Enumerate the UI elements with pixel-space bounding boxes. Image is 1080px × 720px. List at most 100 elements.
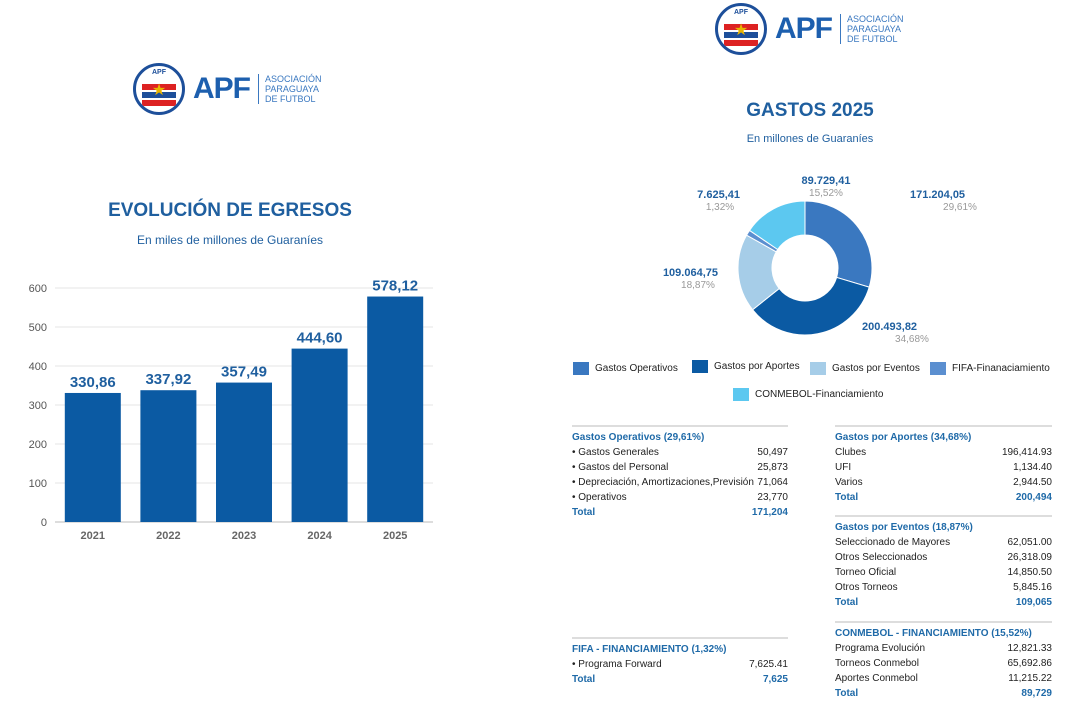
x-tick-label: 2021 xyxy=(81,530,105,542)
donut-slice xyxy=(804,200,873,288)
y-tick-label: 0 xyxy=(41,517,47,529)
table-total: Total 200,494 xyxy=(835,490,1052,505)
legend-swatch xyxy=(692,360,708,373)
row-label: UFI xyxy=(835,462,852,473)
table-title: CONMEBOL - FINANCIAMIENTO (15,52%) xyxy=(835,621,1052,639)
row-label: • Depreciación, Amortizaciones,Previsión xyxy=(572,477,754,488)
row-label: Torneo Oficial xyxy=(835,567,897,578)
total-value: 89,729 xyxy=(1021,688,1052,699)
y-tick-label: 200 xyxy=(29,439,47,451)
legend-label: Gastos por Eventos xyxy=(832,363,920,374)
total-label: Total xyxy=(835,688,859,699)
donut-slice xyxy=(751,276,870,336)
bar xyxy=(64,392,121,522)
x-tick-label: 2024 xyxy=(307,530,332,542)
legend-swatch xyxy=(810,362,826,375)
row-value: 50,497 xyxy=(757,447,788,458)
row-label: • Operativos xyxy=(572,492,627,503)
x-tick-label: 2023 xyxy=(232,530,256,542)
logo-sub: ASOCIACIÓN PARAGUAYA DE FUTBOL xyxy=(840,14,904,44)
apf-logo-left: APF ★ APF ASOCIACIÓN PARAGUAYA DE FUTBOL xyxy=(133,63,322,115)
row-value: 62,051.00 xyxy=(1007,537,1053,548)
table-row: Varios 2,944.50 xyxy=(835,475,1052,490)
slice-percent-label: 29,61% xyxy=(943,202,977,213)
logo-name: APF xyxy=(775,12,833,45)
bar xyxy=(216,382,272,522)
table-row: • Gastos Generales 50,497 xyxy=(572,445,788,460)
apf-seal-icon: APF ★ xyxy=(715,3,767,55)
legend-item: Gastos Operativos xyxy=(573,362,678,375)
legend-item: Gastos por Eventos xyxy=(810,362,920,375)
row-value: 2,944.50 xyxy=(1013,477,1052,488)
table-title: Gastos por Aportes (34,68%) xyxy=(835,425,1052,443)
table-total: Total 7,625 xyxy=(572,672,788,687)
slice-value-label: 200.493,82 xyxy=(862,321,917,333)
table-fifa: FIFA - FINANCIAMIENTO (1,32%) • Programa … xyxy=(572,637,788,687)
table-total: Total 109,065 xyxy=(835,595,1052,610)
y-tick-label: 600 xyxy=(29,283,47,295)
row-label: Varios xyxy=(835,477,863,488)
slice-percent-label: 34,68% xyxy=(895,334,929,345)
row-value: 25,873 xyxy=(757,462,788,473)
legend-swatch xyxy=(733,388,749,401)
row-label: • Gastos Generales xyxy=(572,447,659,458)
row-value: 1,134.40 xyxy=(1013,462,1052,473)
table-row: • Depreciación, Amortizaciones,Previsión… xyxy=(572,475,788,490)
row-label: • Gastos del Personal xyxy=(572,462,669,473)
legend-label: CONMEBOL-Financiamiento xyxy=(755,389,884,400)
row-label: Otros Seleccionados xyxy=(835,552,928,563)
total-label: Total xyxy=(835,597,859,608)
x-tick-label: 2022 xyxy=(156,530,180,542)
bar-value-label: 444,60 xyxy=(297,330,343,347)
table-row: UFI 1,134.40 xyxy=(835,460,1052,475)
apf-logo-right: APF ★ APF ASOCIACIÓN PARAGUAYA DE FUTBOL xyxy=(715,3,904,55)
bar xyxy=(291,348,348,522)
row-value: 26,318.09 xyxy=(1007,552,1053,563)
slice-value-label: 7.625,41 xyxy=(697,189,740,201)
slice-percent-label: 1,32% xyxy=(706,202,734,213)
row-value: 12,821.33 xyxy=(1007,643,1053,654)
total-label: Total xyxy=(572,507,596,518)
bar-value-label: 357,49 xyxy=(221,364,267,381)
table-row: Clubes 196,414.93 xyxy=(835,445,1052,460)
row-value: 11,215.22 xyxy=(1008,673,1052,684)
x-tick-label: 2025 xyxy=(383,530,407,542)
pie-chart-subtitle: En millones de Guaraníes xyxy=(746,133,874,145)
table-title: Gastos por Eventos (18,87%) xyxy=(835,515,1052,533)
slice-percent-label: 15,52% xyxy=(809,188,843,199)
row-label: Torneos Conmebol xyxy=(835,658,919,669)
table-row: Torneos Conmebol 65,692.86 xyxy=(835,656,1052,671)
table-title: FIFA - FINANCIAMIENTO (1,32%) xyxy=(572,637,788,655)
logo-name: APF xyxy=(193,72,251,105)
row-value: 14,850.50 xyxy=(1007,567,1053,578)
bar xyxy=(367,296,424,522)
table-aportes: Gastos por Aportes (34,68%) Clubes 196,414… xyxy=(835,425,1052,505)
y-tick-label: 100 xyxy=(29,478,47,490)
slice-value-label: 171.204,05 xyxy=(910,189,965,201)
table-row: • Programa Forward 7,625.41 xyxy=(572,657,788,672)
row-value: 23,770 xyxy=(757,492,788,503)
bar-chart: 0 100 200 300 400 500 600 330,86 2021 337,92 2022 3… xyxy=(29,278,433,542)
row-value: 5,845.16 xyxy=(1013,582,1052,593)
row-label: Otros Torneos xyxy=(835,582,898,593)
row-value: 196,414.93 xyxy=(1001,447,1052,458)
table-total: Total 89,729 xyxy=(835,686,1052,701)
legend-item: FIFA-Finanaciamiento xyxy=(930,362,1050,375)
logo-sub: ASOCIACIÓN PARAGUAYA DE FUTBOL xyxy=(258,74,322,104)
row-label: Aportes Conmebol xyxy=(835,673,918,684)
bar-value-label: 578,12 xyxy=(372,278,418,295)
total-value: 171,204 xyxy=(751,507,788,518)
table-gastos-operativos: Gastos Operativos (29,61%) • Gastos Gener… xyxy=(572,425,788,520)
table-conmebol: CONMEBOL - FINANCIAMIENTO (15,52%) Progra… xyxy=(835,621,1052,701)
table-row: Aportes Conmebol 11,215.22 xyxy=(835,671,1052,686)
total-value: 200,494 xyxy=(1015,492,1052,503)
legend-item: Gastos por Aportes xyxy=(692,360,800,373)
legend-item: CONMEBOL-Financiamiento xyxy=(733,388,883,401)
row-value: 65,692.86 xyxy=(1007,658,1053,669)
slice-percent-label: 18,87% xyxy=(681,280,715,291)
table-title: Gastos Operativos (29,61%) xyxy=(572,425,788,443)
bar-value-label: 337,92 xyxy=(145,371,191,388)
y-tick-label: 500 xyxy=(29,322,47,334)
row-label: Programa Evolución xyxy=(835,643,926,654)
